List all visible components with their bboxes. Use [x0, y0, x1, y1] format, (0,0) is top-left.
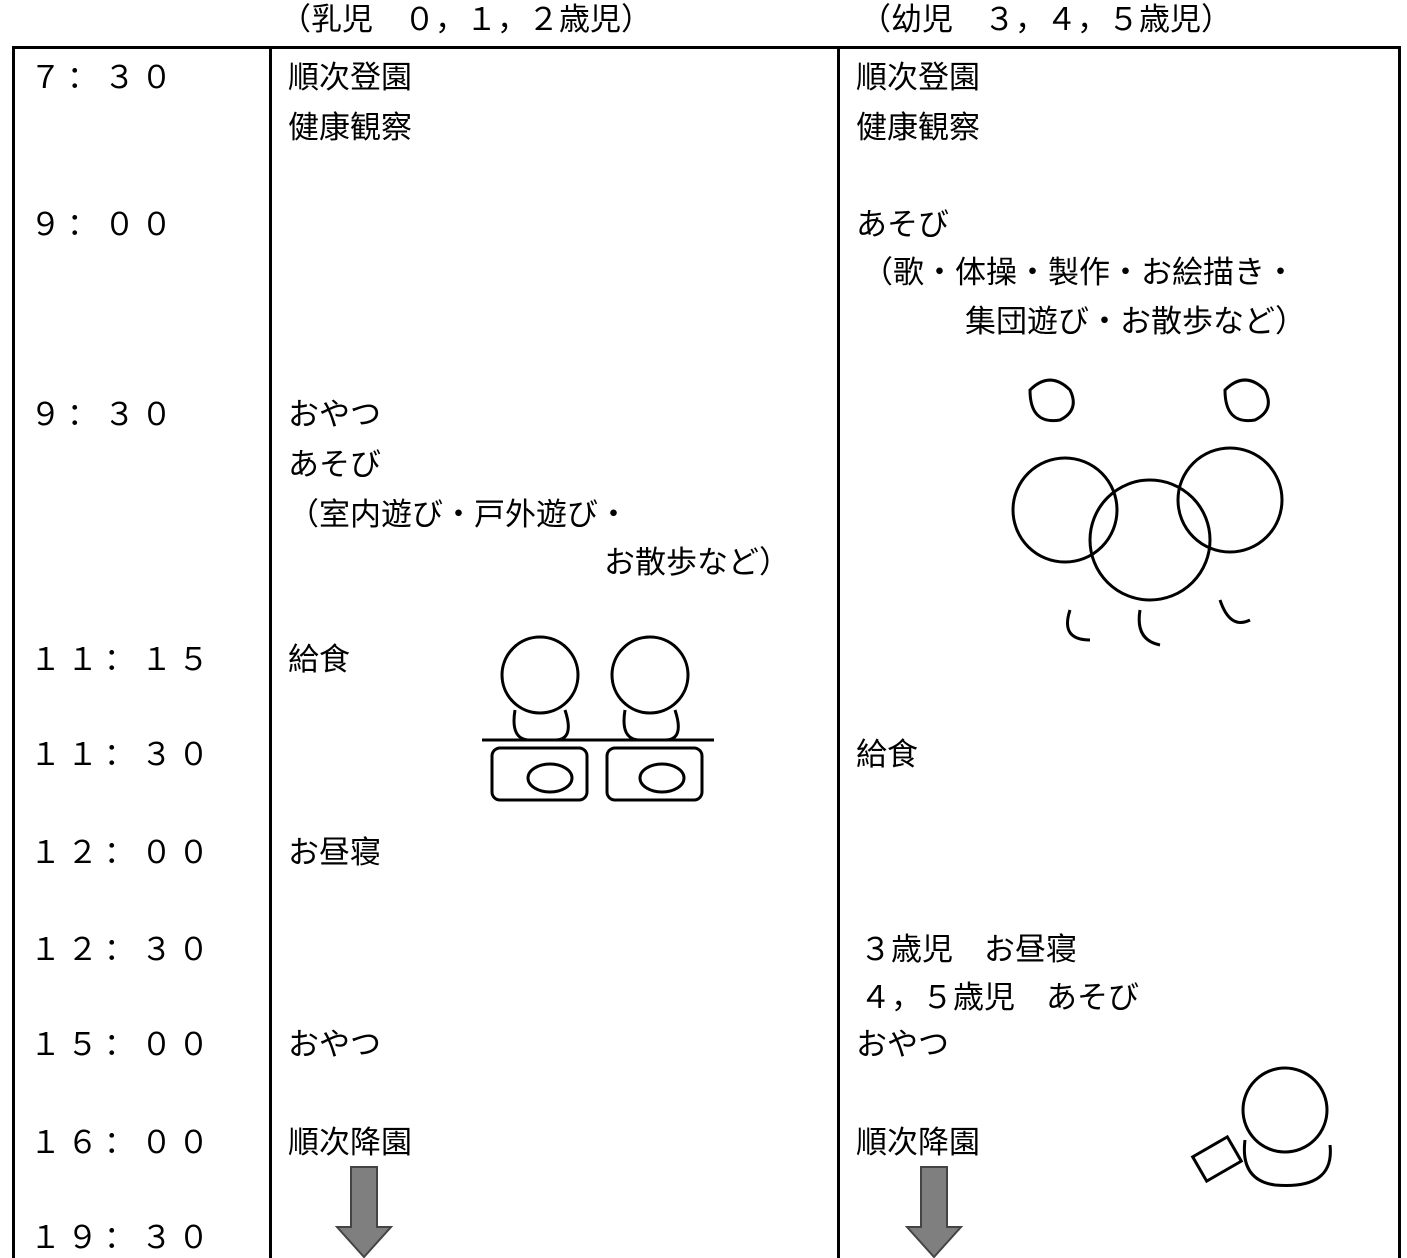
activity: 給食 [288, 642, 350, 677]
activity: 健康観察 [288, 110, 412, 145]
table-border [12, 46, 1401, 49]
activity: 順次登園 [288, 60, 412, 95]
activity: おやつ [856, 1027, 949, 1062]
time: １１：１５ [30, 642, 215, 677]
time: １２：００ [30, 835, 215, 870]
time: １６：００ [30, 1125, 215, 1160]
activity: お散歩など） [604, 545, 790, 580]
table-border [12, 46, 15, 1258]
activity: あそび [288, 447, 381, 482]
time: ９：３０ [30, 397, 178, 432]
time: ９：００ [30, 207, 178, 242]
arrow [335, 1166, 394, 1258]
activity: おやつ [288, 1027, 381, 1062]
time: １２：３０ [30, 932, 215, 967]
header: （幼児 ３，４，５歳児） [860, 2, 1232, 37]
activity: （室内遊び・戸外遊び・ [288, 497, 629, 532]
activity: 給食 [856, 737, 918, 772]
time: １９：３０ [30, 1220, 215, 1255]
activity: おやつ [288, 397, 381, 432]
time: １５：００ [30, 1027, 215, 1062]
activity: 順次降園 [288, 1125, 412, 1160]
table-border [1398, 46, 1401, 1258]
column-line [837, 46, 840, 1258]
column-line [269, 46, 272, 1258]
time: ７：３０ [30, 60, 178, 95]
header: （乳児 ０，１，２歳児） [280, 2, 652, 37]
illustration-lunch [482, 635, 714, 802]
time: １１：３０ [30, 737, 215, 772]
illustration-play [1011, 378, 1284, 647]
activity: お昼寝 [288, 835, 381, 870]
activity: ３歳児 お昼寝 [860, 932, 1077, 967]
activity: 集団遊び・お散歩など） [965, 304, 1306, 339]
activity: 順次登園 [856, 60, 980, 95]
activity: （歌・体操・製作・お絵描き・ [862, 255, 1296, 290]
activity: 健康観察 [856, 110, 980, 145]
arrow [905, 1166, 964, 1258]
activity: 順次降園 [856, 1125, 980, 1160]
activity: あそび [856, 207, 949, 242]
illustration-girl [1190, 1066, 1332, 1187]
activity: ４，５歳児 あそび [860, 980, 1139, 1015]
